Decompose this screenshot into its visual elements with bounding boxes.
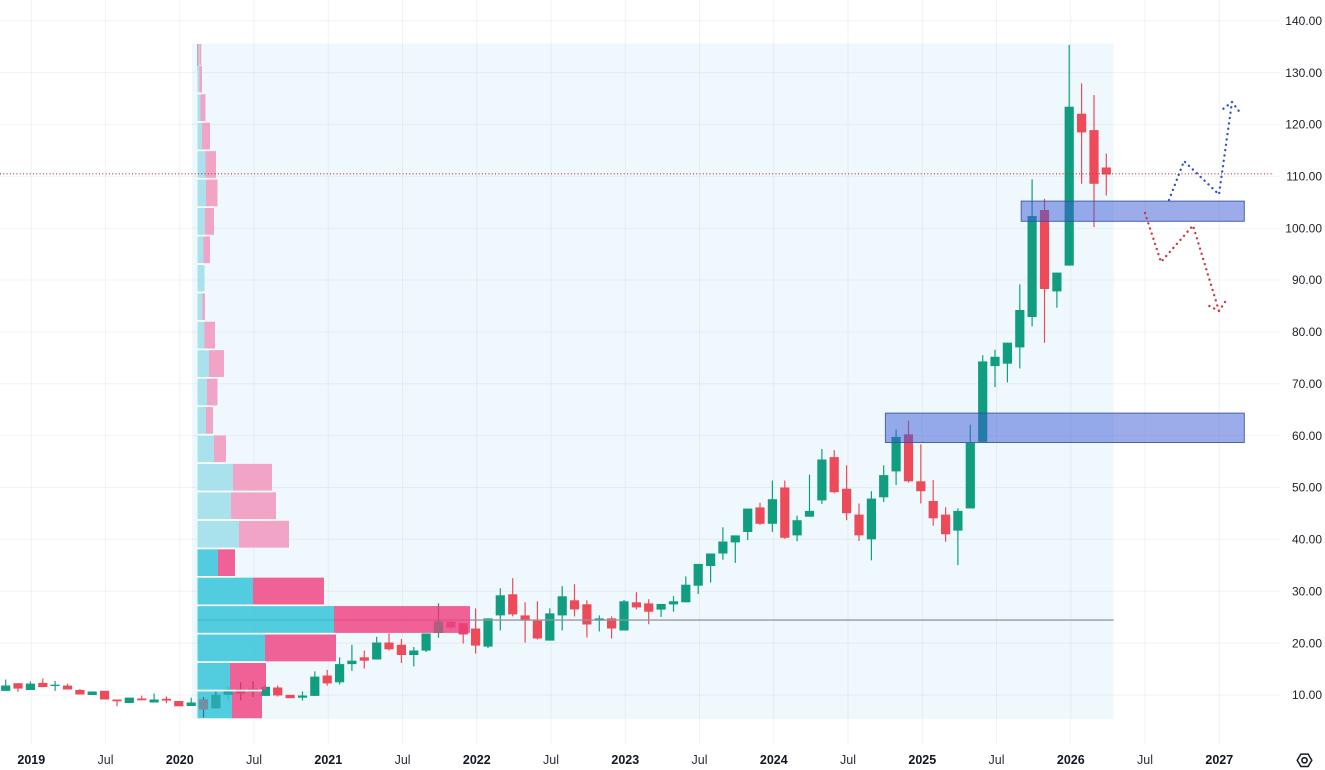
svg-text:50.00: 50.00 xyxy=(1292,481,1322,495)
svg-text:30.00: 30.00 xyxy=(1292,585,1322,599)
svg-text:40.00: 40.00 xyxy=(1292,533,1322,547)
svg-text:2021: 2021 xyxy=(314,753,342,767)
svg-text:2020: 2020 xyxy=(166,753,194,767)
svg-text:2022: 2022 xyxy=(463,753,491,767)
svg-text:20.00: 20.00 xyxy=(1292,636,1322,650)
svg-text:2027: 2027 xyxy=(1205,753,1233,767)
svg-text:Jul: Jul xyxy=(246,753,262,767)
svg-text:100.00: 100.00 xyxy=(1285,221,1322,235)
svg-text:Jul: Jul xyxy=(543,753,559,767)
svg-text:2026: 2026 xyxy=(1057,753,1085,767)
svg-text:2019: 2019 xyxy=(17,753,45,767)
svg-text:120.00: 120.00 xyxy=(1285,118,1322,132)
svg-text:130.00: 130.00 xyxy=(1285,66,1322,80)
svg-text:70.00: 70.00 xyxy=(1292,377,1322,391)
svg-text:Jul: Jul xyxy=(692,753,708,767)
svg-text:80.00: 80.00 xyxy=(1292,325,1322,339)
svg-text:Jul: Jul xyxy=(840,753,856,767)
svg-text:140.00: 140.00 xyxy=(1285,14,1322,28)
svg-text:90.00: 90.00 xyxy=(1292,273,1322,287)
svg-text:60.00: 60.00 xyxy=(1292,429,1322,443)
svg-text:2025: 2025 xyxy=(908,753,936,767)
svg-text:Jul: Jul xyxy=(1137,753,1153,767)
svg-text:2024: 2024 xyxy=(760,753,788,767)
svg-text:110.00: 110.00 xyxy=(1286,170,1322,184)
svg-text:Jul: Jul xyxy=(989,753,1005,767)
svg-text:10.00: 10.00 xyxy=(1292,688,1322,702)
svg-text:Jul: Jul xyxy=(98,753,114,767)
svg-text:2023: 2023 xyxy=(611,753,639,767)
svg-text:Jul: Jul xyxy=(395,753,411,767)
